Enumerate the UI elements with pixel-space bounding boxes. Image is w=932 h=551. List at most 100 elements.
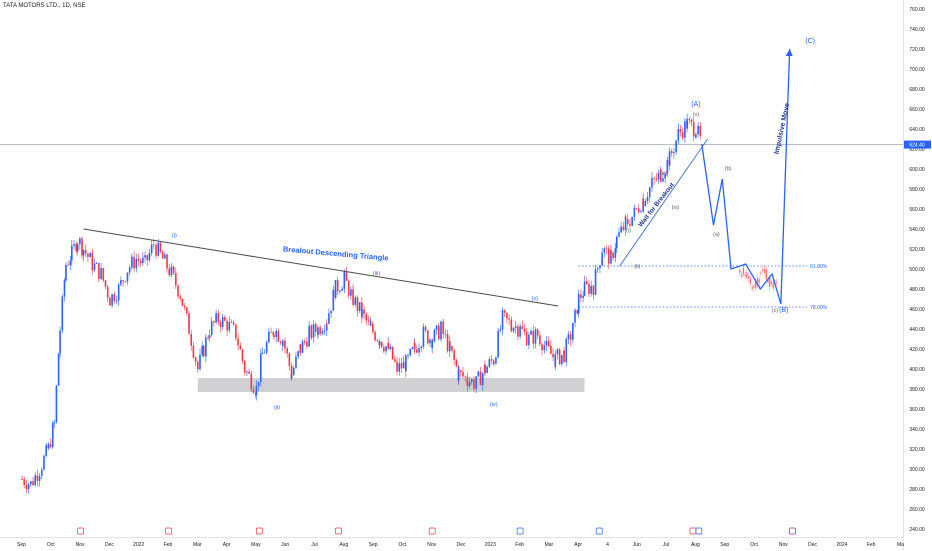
time-tick-label: 4 (606, 542, 609, 548)
candle-body (497, 330, 499, 358)
support-zone (197, 378, 585, 392)
candle-body (290, 374, 293, 379)
candle-body (679, 129, 682, 132)
price-tick-label: 440.00 (909, 327, 925, 333)
projection-candle-body (765, 269, 767, 280)
candle-body (673, 152, 675, 154)
candle-body (466, 382, 469, 387)
candle-body (433, 329, 436, 342)
wave-label: (ii) (274, 405, 280, 411)
time-tick-label: Apr (223, 542, 231, 548)
candle-body (561, 355, 563, 365)
candle-body (528, 334, 530, 344)
candle-body (601, 253, 603, 266)
candle-body (378, 341, 381, 345)
candle-body (263, 352, 266, 354)
candle-body (89, 253, 91, 258)
projection-candle-body (753, 285, 755, 288)
price-tick-label: 360.00 (909, 407, 925, 413)
wave-label: (iii) (373, 271, 380, 277)
candle-body (361, 309, 363, 318)
candle-body (637, 208, 640, 213)
candle-body (82, 250, 85, 256)
candle-body (146, 255, 149, 261)
candle-body (230, 321, 233, 323)
candle-body (308, 325, 310, 331)
candle-body (153, 244, 155, 246)
candle-body (615, 236, 618, 249)
candle-body (372, 323, 374, 333)
candle-body (168, 268, 171, 276)
wave-label: (v) (532, 296, 539, 302)
candle-body (248, 371, 250, 374)
time-tick-label: Sep (369, 542, 378, 548)
candle-body (98, 263, 100, 280)
candle-body (297, 351, 299, 357)
candle-body (243, 360, 246, 373)
wave-label: (v) (693, 112, 700, 118)
candle-body (265, 342, 268, 353)
price-tick-label: 300.00 (909, 467, 925, 473)
time-tick-label: Oct (750, 542, 758, 548)
candle-body (699, 125, 702, 136)
candle-body (525, 331, 528, 345)
projection-candle-body (747, 276, 750, 279)
wedge-support-line (619, 138, 709, 267)
candle-body (541, 344, 543, 351)
candle-body (84, 250, 87, 254)
candle-body (142, 257, 144, 264)
candle-body (57, 353, 60, 386)
candle-body (270, 331, 272, 333)
candle-body (387, 342, 390, 349)
time-scale[interactable] (0, 537, 903, 551)
candle-body (519, 333, 521, 337)
candle-body (261, 352, 264, 354)
projection-candle-body (769, 277, 771, 287)
candle-body (343, 270, 346, 278)
candle-body (418, 348, 420, 353)
candle-body (281, 340, 284, 346)
candle-body (603, 248, 606, 253)
earnings-icon (335, 527, 342, 535)
candle-body (102, 268, 105, 281)
candle-body (374, 332, 376, 341)
candle-body (576, 309, 579, 314)
candle-body (295, 356, 297, 368)
price-tick-label: 580.00 (909, 187, 925, 193)
wave-label: (i) (172, 233, 177, 239)
candle-body (585, 281, 588, 284)
candle-body (394, 359, 396, 362)
candle-body (588, 283, 590, 294)
price-tick-label: 680.00 (909, 87, 925, 93)
candle-body (440, 321, 442, 328)
time-tick-label: Nov (779, 542, 788, 548)
candle-body (122, 280, 124, 282)
candle-body (51, 423, 54, 448)
candle-body (100, 268, 102, 280)
candle-body (424, 326, 427, 331)
candle-body (124, 281, 127, 283)
candle-body (400, 363, 403, 369)
candle-body (59, 330, 61, 354)
candle-body (592, 288, 595, 295)
candle-body (343, 277, 346, 289)
candle-body (55, 385, 58, 423)
candle-body (177, 285, 179, 297)
price-tick-label: 260.00 (909, 507, 925, 513)
candle-body (170, 266, 173, 276)
candle-body (605, 248, 608, 250)
time-tick-label: May (251, 542, 261, 548)
candle-body (235, 324, 237, 339)
candle-body (155, 245, 157, 256)
projection-candle-body (749, 278, 752, 284)
candle-body (422, 326, 425, 341)
candle-body (642, 198, 644, 207)
price-scale[interactable] (903, 0, 932, 550)
candle-body (653, 178, 655, 179)
earnings-icon (255, 527, 263, 535)
candle-body (607, 248, 610, 264)
wave-label: (iv) (490, 402, 498, 408)
candle-body (319, 327, 321, 334)
time-tick-label: Nov (76, 542, 85, 548)
